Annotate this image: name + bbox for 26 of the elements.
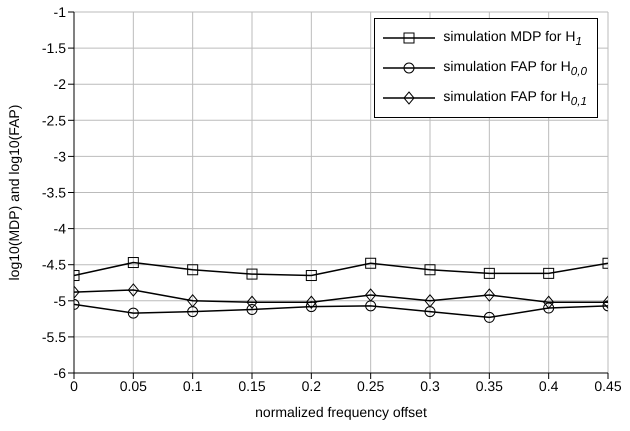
- y-tick-label: -3: [54, 148, 66, 164]
- legend-label: simulation MDP for H$_{1}$: [443, 28, 582, 48]
- x-tick-label: 0.35: [476, 378, 504, 394]
- x-tick-label: 0.15: [238, 378, 266, 394]
- y-tick-label: -4: [54, 220, 66, 237]
- x-axis-title: normalized frequency offset: [255, 404, 427, 420]
- y-tick-label: -3.5: [42, 184, 66, 200]
- y-tick-label: -5: [54, 292, 66, 309]
- legend-label: simulation FAP for H$_{0,0}$: [443, 58, 587, 78]
- y-tick-label: -1: [54, 4, 66, 20]
- x-tick-label: 0.3: [420, 378, 440, 394]
- y-tick-label: -5.5: [42, 328, 66, 345]
- y-tick-label: -4.5: [42, 256, 66, 273]
- y-tick-label: -6: [54, 364, 66, 381]
- x-tick-label: 0.25: [357, 378, 385, 394]
- x-tick-label: 0: [70, 378, 78, 394]
- y-tick-label: -1.5: [42, 40, 66, 56]
- y-axis-title: log10(MDP) and log10(FAP): [6, 104, 22, 280]
- y-tick-label: -2.5: [42, 112, 66, 128]
- legend-label: simulation FAP for H$_{0,1}$: [443, 88, 587, 108]
- x-tick-label: 0.2: [302, 378, 322, 394]
- x-tick-label: 0.05: [120, 378, 148, 394]
- x-tick-label: 0.1: [182, 378, 203, 394]
- y-tick-label: -2: [54, 76, 66, 92]
- x-tick-label: 0.45: [594, 378, 622, 394]
- x-tick-label: 0.4: [538, 378, 559, 394]
